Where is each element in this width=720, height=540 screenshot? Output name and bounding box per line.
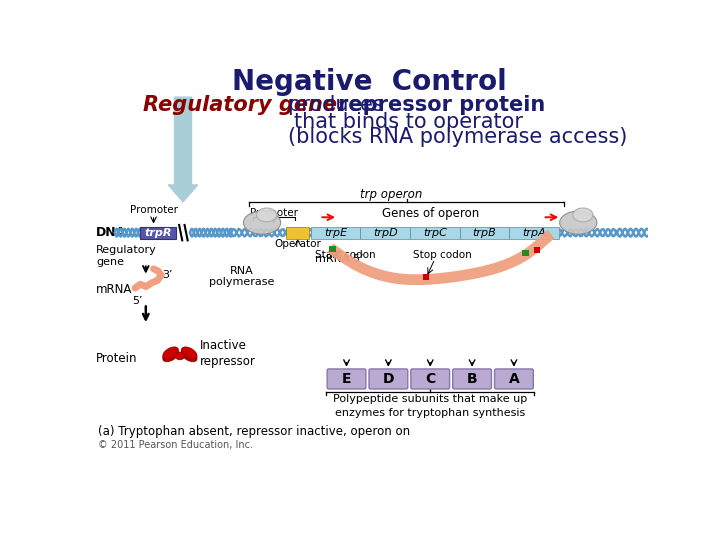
Text: Stop codon: Stop codon xyxy=(413,250,472,260)
FancyArrow shape xyxy=(168,97,198,202)
Text: (a) Tryptophan absent, repressor inactive, operon on: (a) Tryptophan absent, repressor inactiv… xyxy=(98,425,410,438)
Text: Promoter: Promoter xyxy=(250,208,297,218)
FancyBboxPatch shape xyxy=(311,226,361,239)
Text: Regulatory
gene: Regulatory gene xyxy=(96,245,157,267)
Text: that binds to operator: that binds to operator xyxy=(294,112,523,132)
FancyBboxPatch shape xyxy=(410,226,459,239)
Ellipse shape xyxy=(163,350,179,362)
Ellipse shape xyxy=(175,352,184,360)
Polygon shape xyxy=(328,230,554,285)
FancyBboxPatch shape xyxy=(140,226,176,239)
Text: RNA
polymerase: RNA polymerase xyxy=(210,266,274,287)
Ellipse shape xyxy=(163,347,179,359)
Text: mRNA: mRNA xyxy=(96,283,132,296)
Text: A: A xyxy=(508,372,519,386)
Text: D: D xyxy=(382,372,394,386)
Text: trp operon: trp operon xyxy=(360,188,422,201)
FancyBboxPatch shape xyxy=(286,226,310,239)
FancyBboxPatch shape xyxy=(495,369,534,389)
FancyBboxPatch shape xyxy=(411,369,449,389)
Text: Polypeptide subunits that make up
enzymes for tryptophan synthesis: Polypeptide subunits that make up enzyme… xyxy=(333,394,527,417)
Ellipse shape xyxy=(256,208,276,222)
FancyBboxPatch shape xyxy=(453,369,492,389)
Text: B: B xyxy=(467,372,477,386)
Ellipse shape xyxy=(573,208,593,222)
Text: © 2011 Pearson Education, Inc.: © 2011 Pearson Education, Inc. xyxy=(98,440,253,450)
Text: DNA: DNA xyxy=(96,226,127,239)
Ellipse shape xyxy=(243,211,281,234)
Text: produces: produces xyxy=(287,95,390,115)
Text: Start codon: Start codon xyxy=(315,250,376,260)
Bar xyxy=(423,274,429,280)
Ellipse shape xyxy=(163,348,179,360)
Text: C: C xyxy=(425,372,436,386)
Text: Protein: Protein xyxy=(96,353,138,366)
Ellipse shape xyxy=(559,211,597,234)
Text: trpR: trpR xyxy=(145,228,172,238)
FancyBboxPatch shape xyxy=(459,226,509,239)
Text: trpA: trpA xyxy=(522,228,546,238)
Ellipse shape xyxy=(181,348,197,360)
Text: 3’: 3’ xyxy=(162,270,173,280)
Bar xyxy=(330,246,336,252)
Ellipse shape xyxy=(181,347,197,359)
Text: Promoter: Promoter xyxy=(130,205,178,214)
Text: 5’: 5’ xyxy=(132,296,143,306)
Ellipse shape xyxy=(181,350,197,362)
Text: (blocks RNA polymerase access): (blocks RNA polymerase access) xyxy=(287,127,627,147)
Text: Regulatory gene:: Regulatory gene: xyxy=(143,95,345,115)
Text: trpC: trpC xyxy=(423,228,447,238)
Text: Negative  Control: Negative Control xyxy=(232,68,506,96)
Bar xyxy=(523,249,528,256)
Bar xyxy=(534,247,540,253)
Text: E: E xyxy=(342,372,351,386)
Text: trpB: trpB xyxy=(472,228,496,238)
Text: Inactive
repressor: Inactive repressor xyxy=(200,339,256,368)
Text: Operator: Operator xyxy=(274,239,321,249)
FancyBboxPatch shape xyxy=(327,369,366,389)
FancyBboxPatch shape xyxy=(509,226,559,239)
Text: trpE: trpE xyxy=(324,228,347,238)
FancyBboxPatch shape xyxy=(369,369,408,389)
Text: mRNA 5’: mRNA 5’ xyxy=(315,254,364,264)
FancyBboxPatch shape xyxy=(361,226,410,239)
Text: Genes of operon: Genes of operon xyxy=(382,207,480,220)
Text: repressor protein: repressor protein xyxy=(338,95,545,115)
Text: trpD: trpD xyxy=(373,228,397,238)
